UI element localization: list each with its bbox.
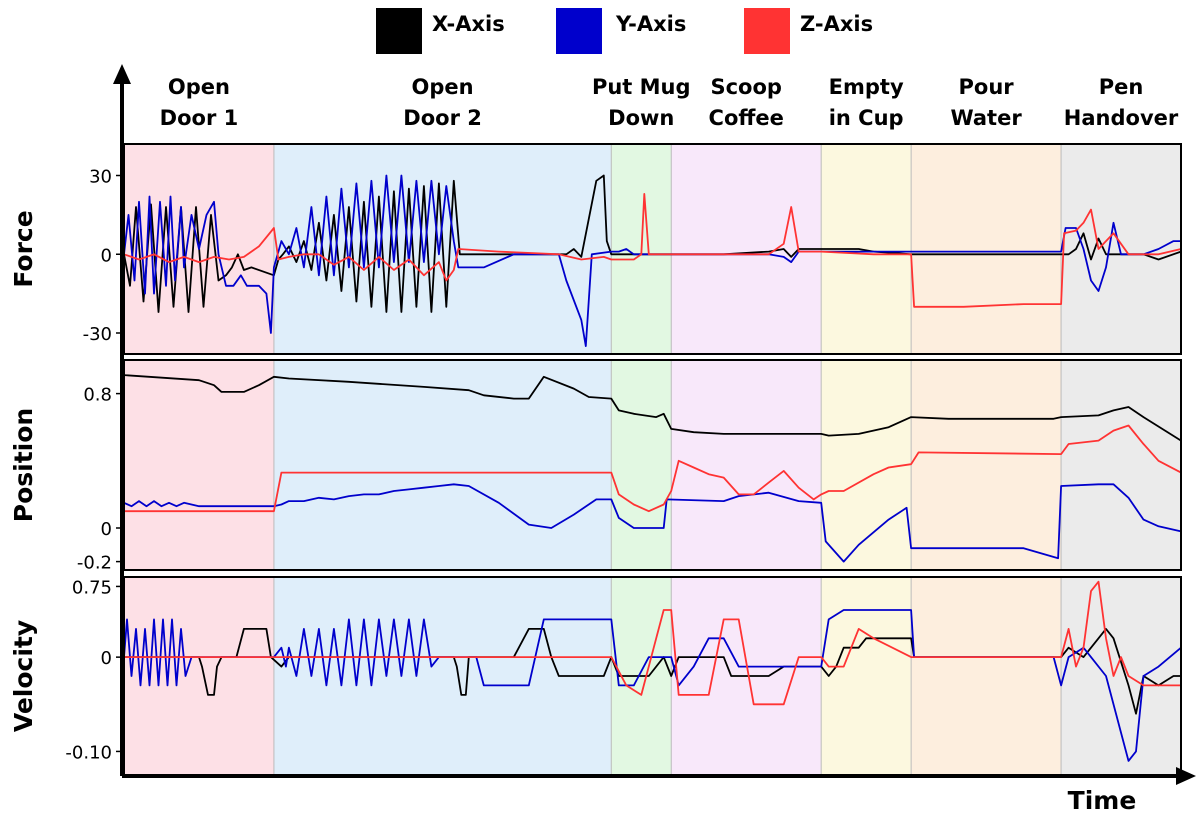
panel-3-ylabel: Velocity: [9, 620, 38, 732]
panel-1-line-x-axis: [123, 174, 1182, 313]
segment-label-3-line-2: Down: [608, 106, 674, 130]
legend: X-Axis Y-Axis Z-Axis: [0, 4, 1199, 54]
panel-2-segment-bg-4: [671, 360, 822, 570]
panel-3-segment-bg-7: [1061, 577, 1181, 775]
panel-1-line-z-axis: [123, 193, 1182, 308]
legend-label-z-axis: Z-Axis: [800, 12, 874, 36]
panel-2-line-z-axis: [124, 424, 1182, 513]
legend-label-x-axis: X-Axis: [432, 12, 505, 36]
panel-3-segment-bg-1: [124, 577, 274, 775]
y-axis-arrowhead: [113, 64, 131, 84]
panel-3-segment-bg-2: [273, 577, 612, 775]
panel-1-line-y-axis: [123, 174, 1181, 347]
panel-3-segment-bg-5: [821, 577, 912, 775]
segment-label-1-line-1: Open: [168, 75, 230, 99]
segment-label-4-line-1: Scoop: [710, 75, 781, 99]
panel-2-segment-bg-3: [611, 360, 672, 570]
panel-1-segment-bg-7: [1061, 144, 1181, 354]
legend-label-y-axis: Y-Axis: [616, 12, 687, 36]
panel-3-line-z-axis: [124, 580, 1181, 706]
segment-label-2-line-2: Door 2: [403, 106, 482, 130]
panel-2-segment-bg-6: [911, 360, 1062, 570]
segment-label-1-line-2: Door 1: [160, 106, 239, 130]
legend-swatch-z-axis: [744, 8, 790, 54]
segment-label-7-line-1: Pen: [1099, 75, 1144, 99]
panel-3-ytick-label-1: 0.75: [72, 577, 112, 598]
panel-2-segment-bg-5: [821, 360, 912, 570]
segment-label-6-line-2: Water: [950, 106, 1022, 130]
legend-swatch-y-axis: [556, 8, 602, 54]
panel-1-ytick-label-1: 30: [89, 167, 112, 188]
panel-2-segment-bg-2: [273, 360, 612, 570]
panel-2-ytick-label-2: 0: [101, 519, 112, 540]
panel-2-segment-bg-1: [124, 360, 274, 570]
panel-3-segment-bg-6: [911, 577, 1062, 775]
segment-label-5-line-2: in Cup: [829, 106, 904, 130]
legend-swatch-x-axis: [376, 8, 422, 54]
panel-2-segment-bg-7: [1061, 360, 1181, 570]
panel-2-line-x-axis: [123, 374, 1182, 442]
x-axis-label: Time: [1068, 786, 1137, 814]
segment-label-5-line-1: Empty: [829, 75, 904, 99]
segment-label-7-line-2: Handover: [1064, 106, 1179, 130]
panel-2-line-y-axis: [123, 483, 1182, 563]
panel-2-ylabel: Position: [9, 408, 38, 522]
segment-label-4-line-2: Coffee: [709, 106, 784, 130]
panel-2-ytick-label-3: -0.2: [77, 553, 112, 574]
panel-1-ytick-label-2: 0: [101, 245, 112, 266]
panel-1-segment-bg-6: [911, 144, 1062, 354]
panel-2-ytick-label-1: 0.8: [83, 385, 112, 406]
panel-3-ytick-label-3: -0.10: [65, 742, 112, 763]
x-axis-arrowhead: [1176, 767, 1196, 785]
panel-1-ytick-label-3: -30: [83, 324, 112, 345]
segment-label-3-line-1: Put Mug: [592, 75, 691, 99]
panel-1-ylabel: Force: [9, 210, 38, 287]
segment-label-2-line-1: Open: [412, 75, 474, 99]
segment-label-6-line-1: Pour: [959, 75, 1015, 99]
panel-1-segment-bg-4: [671, 144, 822, 354]
panel-3-ytick-label-2: 0: [101, 648, 112, 669]
